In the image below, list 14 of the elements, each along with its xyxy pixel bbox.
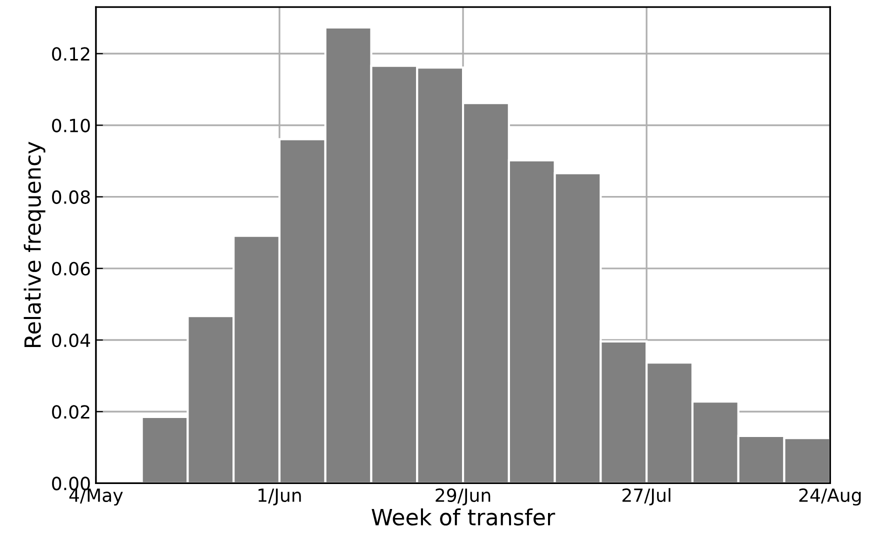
y-axis-title: Relative frequency bbox=[24, 142, 46, 348]
y-tick-label: 0.10 bbox=[52, 118, 90, 132]
y-tick-label: 0.00 bbox=[52, 476, 90, 490]
x-tick-label: 27/Jul bbox=[622, 488, 670, 506]
y-tick-label: 0.12 bbox=[52, 47, 90, 61]
y-tick-label: 0.02 bbox=[52, 405, 90, 419]
x-tick-label: 29/Jun bbox=[436, 488, 490, 506]
x-tick-label: 4/May bbox=[69, 488, 123, 506]
y-tick-label: 0.04 bbox=[52, 333, 90, 348]
x-tick-label: 1/Jun bbox=[258, 488, 301, 506]
y-tick-label: 0.08 bbox=[52, 190, 90, 204]
x-tick-label: 24/Aug bbox=[799, 488, 861, 506]
y-tick-label: 0.06 bbox=[52, 262, 90, 276]
x-axis-title: Week of transfer bbox=[372, 508, 556, 526]
